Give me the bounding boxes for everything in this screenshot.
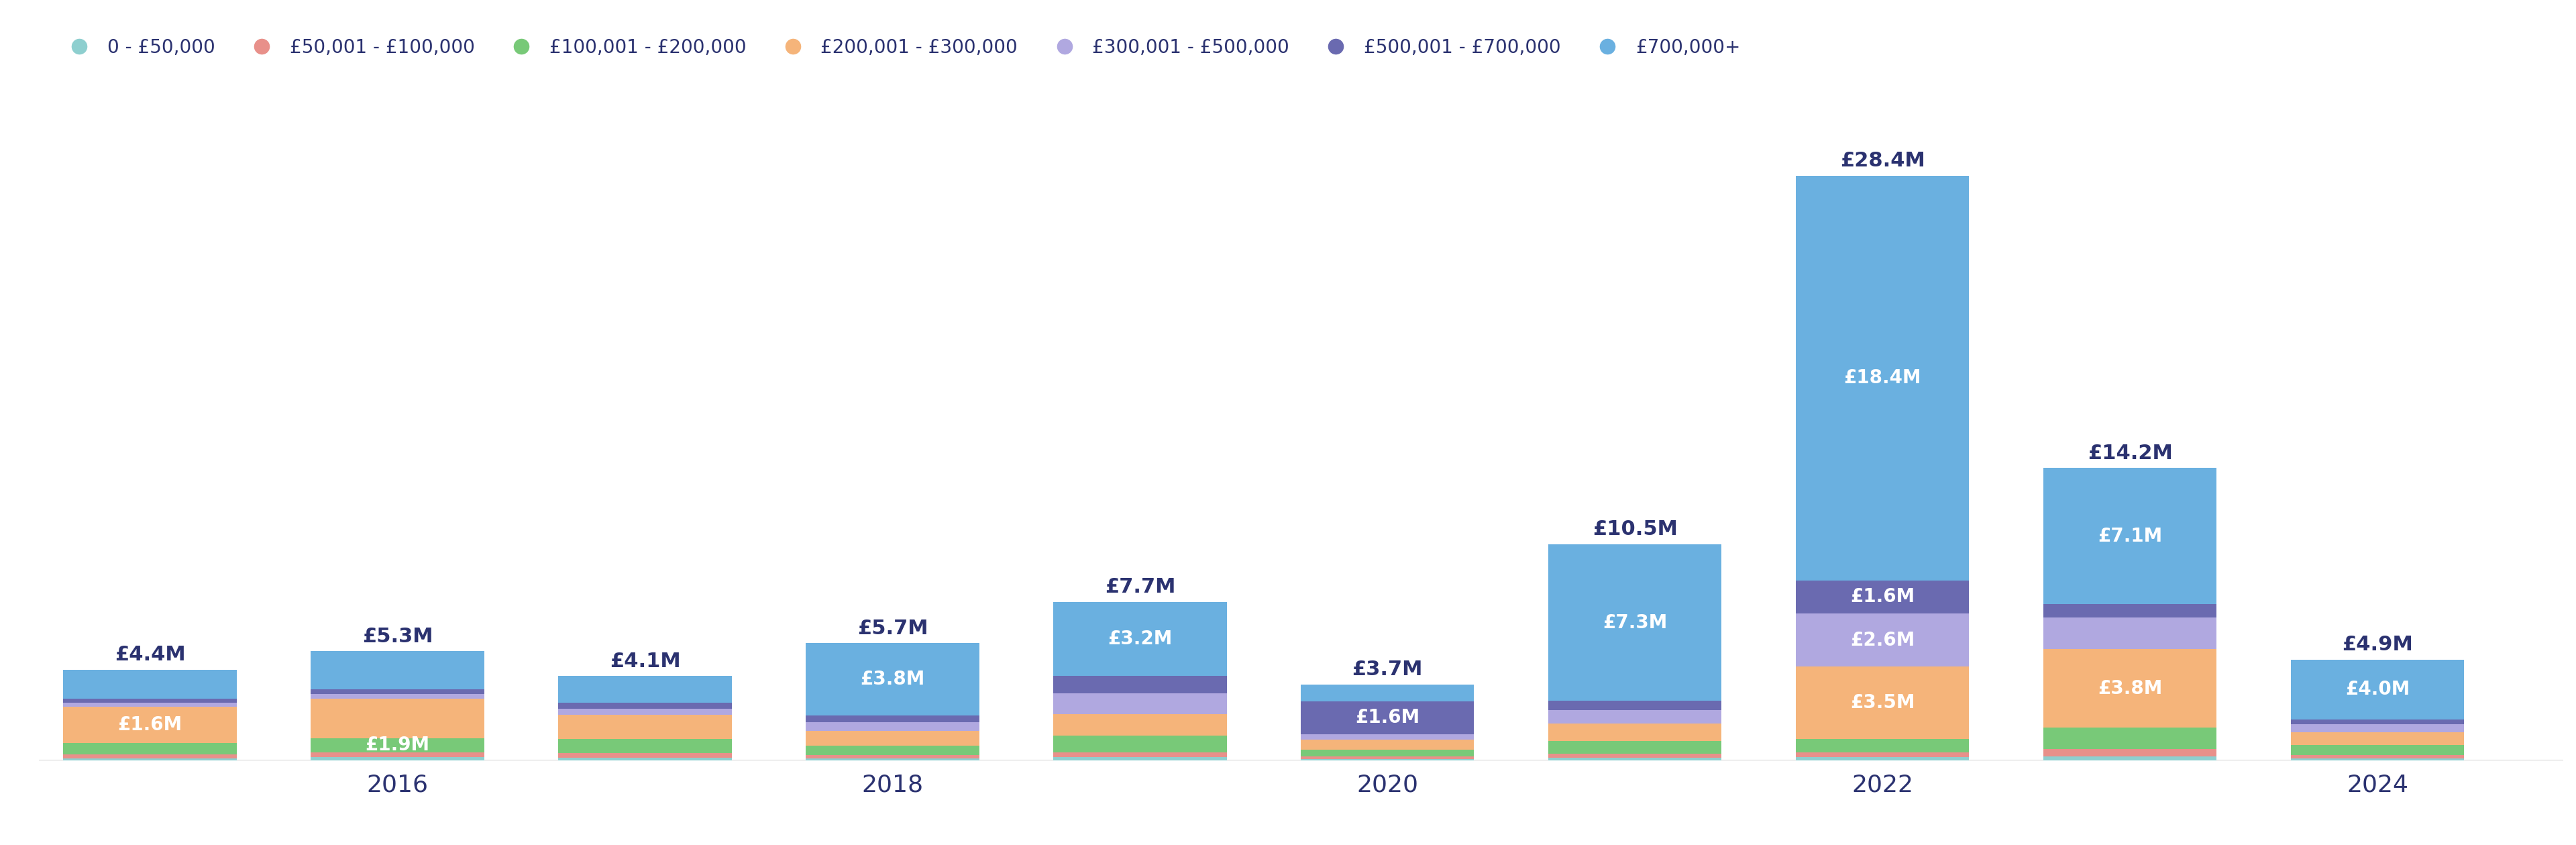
- Bar: [1054, 676, 1226, 694]
- Text: £7.3M: £7.3M: [1602, 613, 1667, 632]
- Bar: [1795, 176, 1968, 581]
- Bar: [1795, 739, 1968, 752]
- Bar: [1795, 752, 1968, 757]
- Bar: [1054, 752, 1226, 757]
- Bar: [1795, 613, 1968, 667]
- Bar: [559, 753, 732, 758]
- Text: £10.5M: £10.5M: [1592, 520, 1677, 539]
- Bar: [559, 676, 732, 703]
- Text: £2.6M: £2.6M: [1850, 630, 1914, 650]
- Bar: [2290, 724, 2465, 733]
- Bar: [1548, 544, 1721, 701]
- Text: £3.8M: £3.8M: [2097, 679, 2161, 698]
- Text: £3.2M: £3.2M: [1108, 630, 1172, 648]
- Bar: [559, 739, 732, 753]
- Bar: [806, 716, 979, 722]
- Text: £4.9M: £4.9M: [2342, 635, 2414, 654]
- Bar: [64, 702, 237, 706]
- Text: £18.4M: £18.4M: [1844, 368, 1922, 387]
- Bar: [312, 651, 484, 690]
- Text: £4.0M: £4.0M: [2344, 680, 2409, 699]
- Bar: [312, 757, 484, 761]
- Bar: [64, 706, 237, 743]
- Legend: 0 - £50,000, £50,001 - £100,000, £100,001 - £200,000, £200,001 - £300,000, £300,: 0 - £50,000, £50,001 - £100,000, £100,00…: [62, 38, 1741, 57]
- Text: £1.9M: £1.9M: [366, 736, 430, 755]
- Text: £3.5M: £3.5M: [1850, 694, 1914, 712]
- Bar: [806, 722, 979, 731]
- Bar: [559, 758, 732, 761]
- Bar: [559, 709, 732, 715]
- Bar: [806, 759, 979, 761]
- Bar: [64, 754, 237, 758]
- Bar: [2043, 604, 2215, 618]
- Text: £1.6M: £1.6M: [1850, 587, 1914, 606]
- Text: £4.4M: £4.4M: [113, 646, 185, 665]
- Bar: [64, 758, 237, 761]
- Bar: [1795, 757, 1968, 761]
- Bar: [806, 731, 979, 746]
- Bar: [312, 752, 484, 757]
- Bar: [1301, 756, 1473, 759]
- Bar: [2043, 468, 2215, 604]
- Text: £7.1M: £7.1M: [2097, 526, 2161, 545]
- Text: £5.7M: £5.7M: [858, 619, 927, 638]
- Bar: [806, 643, 979, 716]
- Text: £14.2M: £14.2M: [2087, 444, 2172, 463]
- Bar: [2043, 649, 2215, 728]
- Bar: [1054, 714, 1226, 736]
- Bar: [559, 715, 732, 739]
- Bar: [1548, 701, 1721, 711]
- Bar: [64, 699, 237, 702]
- Bar: [2043, 728, 2215, 750]
- Bar: [1795, 581, 1968, 613]
- Bar: [64, 670, 237, 699]
- Bar: [64, 743, 237, 754]
- Bar: [1301, 701, 1473, 734]
- Bar: [1548, 711, 1721, 723]
- Text: £4.1M: £4.1M: [611, 651, 680, 671]
- Bar: [2290, 759, 2465, 761]
- Bar: [2290, 755, 2465, 759]
- Bar: [1301, 684, 1473, 701]
- Text: £28.4M: £28.4M: [1839, 151, 1924, 171]
- Text: £3.8M: £3.8M: [860, 670, 925, 689]
- Bar: [1054, 757, 1226, 761]
- Text: £3.7M: £3.7M: [1352, 660, 1422, 679]
- Bar: [312, 690, 484, 694]
- Bar: [1301, 759, 1473, 761]
- Text: £1.6M: £1.6M: [118, 716, 183, 734]
- Bar: [559, 703, 732, 709]
- Bar: [1301, 734, 1473, 740]
- Bar: [806, 755, 979, 759]
- Bar: [1548, 723, 1721, 741]
- Bar: [2043, 618, 2215, 649]
- Bar: [1301, 740, 1473, 750]
- Text: £1.6M: £1.6M: [1355, 708, 1419, 727]
- Bar: [1054, 736, 1226, 752]
- Bar: [1548, 754, 1721, 758]
- Bar: [2290, 660, 2465, 719]
- Bar: [1301, 750, 1473, 756]
- Bar: [2290, 744, 2465, 755]
- Bar: [1548, 741, 1721, 754]
- Bar: [312, 694, 484, 699]
- Bar: [312, 739, 484, 752]
- Bar: [806, 746, 979, 755]
- Bar: [2290, 733, 2465, 744]
- Text: £7.7M: £7.7M: [1105, 577, 1175, 597]
- Bar: [312, 699, 484, 739]
- Bar: [2290, 719, 2465, 724]
- Text: £5.3M: £5.3M: [363, 627, 433, 646]
- Bar: [1054, 602, 1226, 676]
- Bar: [2043, 750, 2215, 756]
- Bar: [1795, 667, 1968, 739]
- Bar: [1054, 694, 1226, 714]
- Bar: [2043, 756, 2215, 761]
- Bar: [1548, 758, 1721, 761]
